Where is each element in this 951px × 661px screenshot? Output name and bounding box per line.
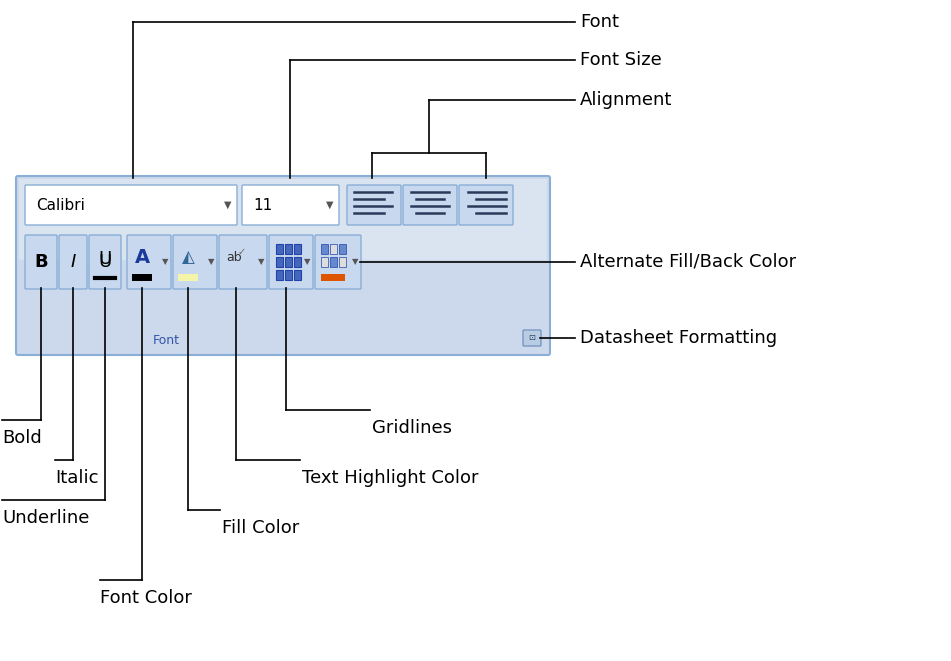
Text: Font Color: Font Color <box>100 589 192 607</box>
Text: Alignment: Alignment <box>580 91 672 109</box>
Bar <box>294 270 301 280</box>
Text: ▼: ▼ <box>326 200 334 210</box>
FancyBboxPatch shape <box>459 185 513 225</box>
Text: U: U <box>98 253 111 271</box>
Text: Font: Font <box>580 13 619 31</box>
Text: Italic: Italic <box>55 469 99 487</box>
Text: Underline: Underline <box>2 509 89 527</box>
Text: Fill Color: Fill Color <box>222 519 300 537</box>
FancyBboxPatch shape <box>403 185 457 225</box>
Text: ◭: ◭ <box>182 248 194 266</box>
Text: ab: ab <box>226 251 242 264</box>
Text: ▼: ▼ <box>224 200 232 210</box>
Bar <box>178 274 198 281</box>
FancyBboxPatch shape <box>19 179 547 260</box>
FancyBboxPatch shape <box>127 235 171 289</box>
Text: ▼: ▼ <box>304 258 310 266</box>
Text: Text Highlight Color: Text Highlight Color <box>302 469 478 487</box>
FancyBboxPatch shape <box>25 185 237 225</box>
FancyBboxPatch shape <box>89 235 121 289</box>
Text: ▼: ▼ <box>162 258 168 266</box>
Text: Font: Font <box>153 334 180 348</box>
Text: Font Size: Font Size <box>580 51 662 69</box>
Text: ⊡: ⊡ <box>529 334 535 342</box>
Text: Alternate Fill/Back Color: Alternate Fill/Back Color <box>580 253 796 271</box>
Bar <box>294 244 301 254</box>
Text: ✓: ✓ <box>238 247 246 256</box>
Text: ▼: ▼ <box>258 258 264 266</box>
Text: I: I <box>70 253 76 271</box>
FancyBboxPatch shape <box>269 235 313 289</box>
Text: Bold: Bold <box>2 429 42 447</box>
Bar <box>321 274 345 281</box>
Bar <box>285 270 292 280</box>
Bar <box>132 274 152 281</box>
FancyBboxPatch shape <box>25 235 57 289</box>
FancyBboxPatch shape <box>347 185 401 225</box>
Text: B: B <box>34 253 48 271</box>
Text: Calibri: Calibri <box>36 198 85 212</box>
Text: ▼: ▼ <box>352 258 359 266</box>
Bar <box>321 244 328 254</box>
Bar <box>285 257 292 267</box>
FancyBboxPatch shape <box>523 330 541 346</box>
Bar <box>321 257 328 267</box>
FancyBboxPatch shape <box>315 235 361 289</box>
FancyBboxPatch shape <box>59 235 87 289</box>
Text: Gridlines: Gridlines <box>372 419 452 437</box>
Bar <box>330 257 337 267</box>
Bar <box>339 244 346 254</box>
Bar <box>330 244 337 254</box>
FancyBboxPatch shape <box>219 235 267 289</box>
Text: U: U <box>98 251 111 268</box>
Bar <box>276 257 283 267</box>
Text: A: A <box>134 249 149 267</box>
Text: 11: 11 <box>253 198 272 212</box>
Bar <box>294 257 301 267</box>
FancyBboxPatch shape <box>173 235 217 289</box>
Text: ▼: ▼ <box>208 258 215 266</box>
Bar <box>285 244 292 254</box>
Bar <box>276 244 283 254</box>
Text: Datasheet Formatting: Datasheet Formatting <box>580 329 777 347</box>
FancyBboxPatch shape <box>16 176 550 355</box>
Bar <box>276 270 283 280</box>
Bar <box>339 257 346 267</box>
FancyBboxPatch shape <box>242 185 339 225</box>
